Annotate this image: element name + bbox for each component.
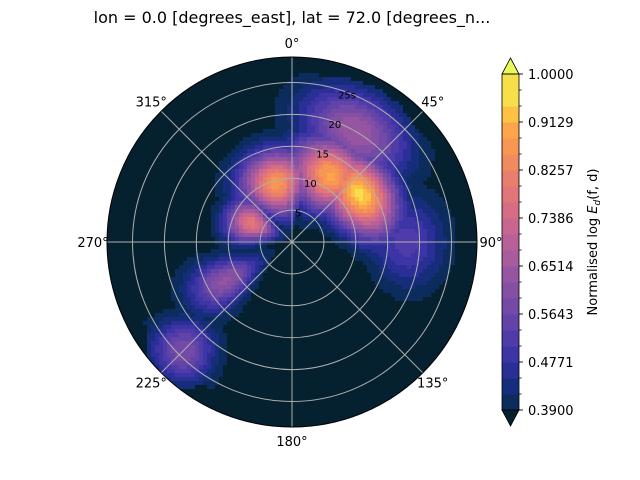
colorbar-level xyxy=(502,218,519,235)
colorbar xyxy=(501,57,522,427)
theta-tick-label: 180° xyxy=(276,435,307,450)
radial-tick-label: 15 xyxy=(316,150,329,161)
colorbar-level xyxy=(502,330,519,347)
colorbar-level xyxy=(502,154,519,171)
theta-tick-label: 90° xyxy=(479,236,502,251)
theta-tick-label: 315° xyxy=(136,95,167,110)
colorbar-level xyxy=(502,234,519,251)
colorbar-label: Normalised log Ed(f, d) xyxy=(586,169,603,316)
colorbar-level xyxy=(502,74,519,91)
radial-tick-label: 10 xyxy=(304,179,317,190)
colorbar-extend-max xyxy=(501,57,520,75)
colorbar-tick-label: 0.5643 xyxy=(528,308,574,323)
colorbar-tick-label: 0.7386 xyxy=(528,212,574,227)
colorbar-tick-label: 1.0000 xyxy=(528,68,574,83)
colorbar-level xyxy=(502,138,519,155)
colorbar-level xyxy=(502,266,519,283)
colorbar-level xyxy=(502,378,519,395)
colorbar-tick-label: 0.8257 xyxy=(528,164,574,179)
colorbar-extend-min xyxy=(501,409,520,427)
colorbar-level xyxy=(502,282,519,299)
colorbar-tick-label: 0.6514 xyxy=(528,260,574,275)
theta-tick-label: 135° xyxy=(417,377,448,392)
colorbar-level xyxy=(502,170,519,187)
colorbar-tick-label: 0.4771 xyxy=(528,356,574,371)
colorbar-level xyxy=(502,90,519,107)
colorbar-level xyxy=(502,346,519,363)
colorbar-level xyxy=(502,394,519,411)
colorbar-level xyxy=(502,202,519,219)
colorbar-level xyxy=(502,314,519,331)
colorbar-level xyxy=(502,186,519,203)
colorbar-tick-label: 0.3900 xyxy=(528,404,574,419)
polar-grid xyxy=(106,56,478,428)
radial-tick-labels: 5 10 15 20 25s xyxy=(295,91,356,220)
colorbar-level xyxy=(502,250,519,267)
colorbar-level xyxy=(502,106,519,123)
colorbar-tick-labels: 0.3900 0.4771 0.5643 0.6514 0.7386 0.8257 0.91… xyxy=(519,68,574,419)
colorbar-level xyxy=(502,362,519,379)
colorbar-tick-label: 0.9129 xyxy=(528,116,574,131)
radial-tick-label: 5 xyxy=(295,209,301,220)
theta-tick-label: 270° xyxy=(77,236,108,251)
theta-tick-label: 0° xyxy=(285,37,300,52)
colorbar-level xyxy=(502,298,519,315)
radial-tick-label: 20 xyxy=(328,120,341,131)
colorbar-level xyxy=(502,122,519,139)
chart-title: lon = 0.0 [degrees_east], lat = 72.0 [de… xyxy=(94,8,491,28)
radial-tick-label: 25s xyxy=(338,91,356,102)
theta-tick-label: 225° xyxy=(136,377,167,392)
theta-tick-labels: 0° 45° 90° 135° 180° 225° 270° 315° xyxy=(77,37,502,450)
theta-tick-label: 45° xyxy=(421,95,444,110)
